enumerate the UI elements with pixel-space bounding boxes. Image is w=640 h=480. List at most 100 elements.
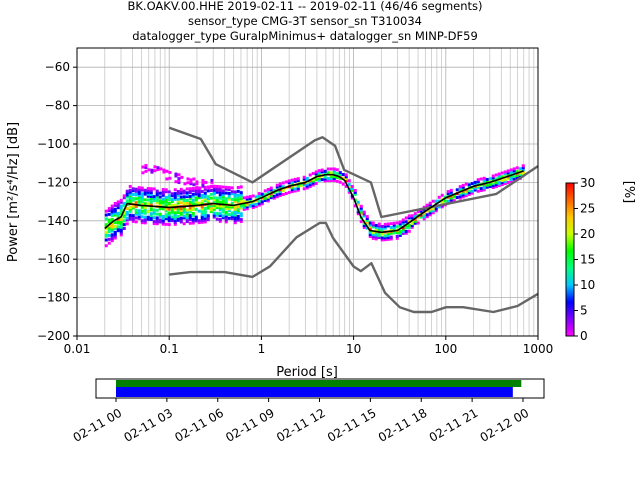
psd-cell [185, 202, 189, 206]
psd-cell [257, 199, 261, 203]
psd-cell [347, 190, 351, 194]
psd-cell [521, 168, 525, 172]
psd-cell [194, 215, 198, 219]
psd-cell [515, 174, 519, 178]
psd-cell [362, 225, 366, 229]
psd-cell [137, 195, 141, 199]
psd-cell [410, 214, 414, 218]
psd-cell [110, 237, 114, 241]
psd-cell [119, 223, 123, 227]
psd-cell [218, 212, 222, 216]
psd-cell [116, 200, 120, 204]
psd-cell [230, 186, 234, 190]
psd-cell [188, 194, 192, 198]
psd-cell [209, 208, 213, 212]
psd-cell [401, 231, 405, 235]
psd-cell [263, 189, 267, 193]
psd-cell [350, 188, 354, 192]
psd-cell [125, 210, 129, 214]
psd-cell [404, 229, 408, 233]
psd-cell [221, 214, 225, 218]
psd-cell [236, 205, 240, 209]
psd-cell [479, 189, 483, 193]
colorbar-tick-label: 0 [580, 329, 588, 343]
psd-cell [206, 189, 210, 193]
psd-cell [407, 225, 411, 229]
psd-cell [500, 179, 504, 183]
psd-cell [183, 182, 187, 186]
psd-cell [113, 211, 117, 215]
psd-cell [227, 193, 231, 197]
psd-cell [467, 189, 471, 193]
psd-cell [188, 191, 192, 195]
psd-cell [131, 216, 135, 220]
psd-cell [128, 188, 132, 192]
psd-cell [212, 205, 216, 209]
psd-cell [302, 177, 306, 181]
psd-cell [174, 174, 178, 178]
psd-cell [401, 218, 405, 222]
psd-cell [233, 207, 237, 211]
psd-cell [425, 209, 429, 213]
psd-cell [440, 205, 444, 209]
psd-cell [422, 211, 426, 215]
psd-cell [140, 201, 144, 205]
colorbar-ticks: 0 5 10 15 20 25 30 [574, 176, 595, 343]
psd-cell [497, 174, 501, 178]
psd-cell [188, 214, 192, 218]
psd-cell [134, 191, 138, 195]
psd-cell [371, 234, 375, 238]
psd-cell [425, 215, 429, 219]
psd-cell [177, 173, 181, 177]
psd-cell [278, 193, 282, 197]
psd-cell [461, 183, 465, 187]
psd-cell [128, 190, 132, 194]
psd-cell [176, 197, 180, 201]
psd-cell [239, 198, 243, 202]
psd-cell [180, 175, 184, 179]
psd-cell [491, 176, 495, 180]
psd-cell [176, 199, 180, 203]
psd-cell [140, 215, 144, 219]
psd-cell [144, 164, 148, 168]
psd-cell [218, 204, 222, 208]
psd-cell [224, 206, 228, 210]
psd-cell [353, 204, 357, 208]
psd-cell [407, 224, 411, 228]
psd-cell [146, 190, 150, 194]
psd-cell [485, 178, 489, 182]
psd-cell [275, 185, 279, 189]
psd-cell [476, 185, 480, 189]
psd-cell [377, 232, 381, 236]
psd-cell [128, 184, 132, 188]
psd-cell [104, 232, 108, 236]
psd-cell [104, 223, 108, 227]
psd-cell [281, 185, 285, 189]
psd-cell [512, 175, 516, 179]
psd-cell [368, 227, 372, 231]
psd-cell [296, 179, 300, 183]
psd-cell [371, 221, 375, 225]
psd-cell [215, 213, 219, 217]
psd-cell [494, 173, 498, 177]
psd-cell [197, 188, 201, 192]
psd-cell [236, 201, 240, 205]
psd-cell [179, 191, 183, 195]
psd-cell [110, 212, 114, 216]
psd-cell [356, 212, 360, 216]
psd-cell [170, 192, 174, 196]
psd-cell [107, 226, 111, 230]
psd-cell [137, 213, 141, 217]
psd-cell [227, 207, 231, 211]
psd-cell [236, 216, 240, 220]
psd-cell [512, 171, 516, 175]
psd-cell [368, 234, 372, 238]
psd-cell [221, 185, 225, 189]
psd-cell [233, 192, 237, 196]
psd-cell [128, 192, 132, 196]
psd-cell [428, 203, 432, 207]
psd-cell [290, 188, 294, 192]
psd-cell [206, 195, 210, 199]
psd-cell [200, 199, 204, 203]
psd-cell [185, 195, 189, 199]
